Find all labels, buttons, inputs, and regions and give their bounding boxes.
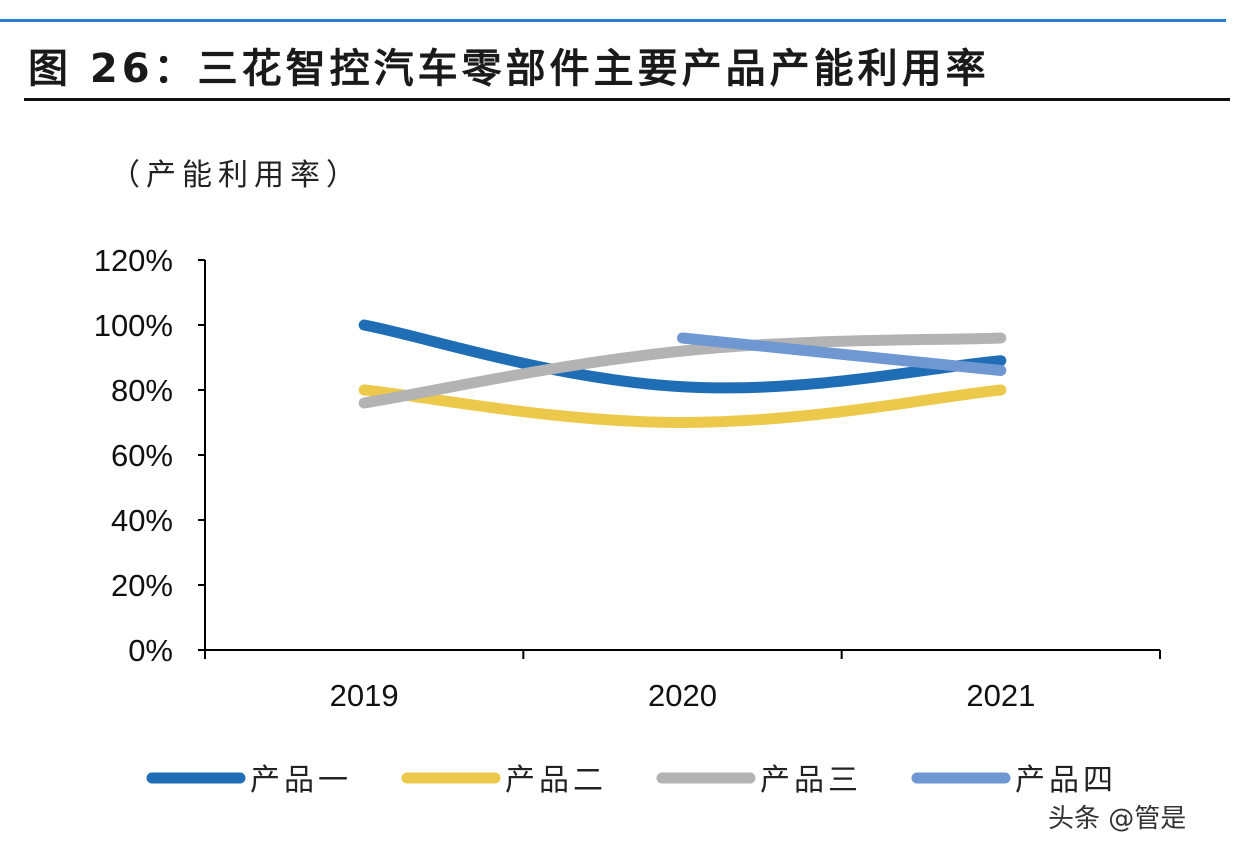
y-axis-label: （产能利用率） <box>110 158 362 193</box>
y-tick-label: 0% <box>128 633 173 668</box>
x-tick-label: 2019 <box>330 678 399 713</box>
series-line-3 <box>358 332 1007 409</box>
top-rule <box>0 19 1226 22</box>
title-rule <box>24 98 1230 101</box>
y-tick-label: 120% <box>94 243 173 278</box>
legend-label-2: 产品二 <box>505 763 607 798</box>
legend-label-3: 产品三 <box>760 763 862 798</box>
x-tick-label: 2021 <box>966 678 1035 713</box>
figure-title: 图 26：三花智控汽车零部件主要产品产能利用率 <box>28 46 990 92</box>
series-line-2 <box>358 384 1007 429</box>
y-tick-label: 60% <box>111 438 173 473</box>
y-tick-label: 100% <box>94 308 173 343</box>
legend-label-1: 产品一 <box>250 763 352 798</box>
y-tick-label: 80% <box>111 373 173 408</box>
x-tick-label: 2020 <box>648 678 717 713</box>
watermark: 头条 @管是 <box>1048 804 1187 834</box>
series-line-1 <box>358 319 1007 394</box>
y-tick-label: 20% <box>111 568 173 603</box>
series-line-4 <box>677 332 1007 376</box>
legend-label-4: 产品四 <box>1015 763 1117 798</box>
y-tick-label: 40% <box>111 503 173 538</box>
